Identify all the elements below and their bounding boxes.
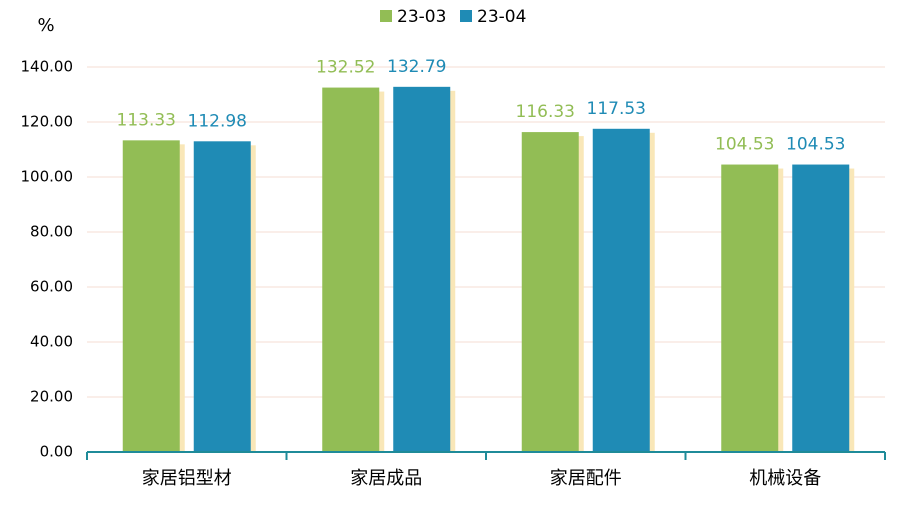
legend-swatch [380, 10, 392, 22]
x-tick-label: 家居成品 [350, 468, 422, 489]
data-label: 104.53 [786, 135, 845, 155]
y-axis-label: % [37, 15, 54, 36]
y-tick-label: 100.00 [21, 168, 74, 186]
data-label: 113.33 [117, 110, 176, 130]
bar [721, 164, 779, 453]
bar [792, 164, 850, 453]
y-tick-label: 120.00 [21, 113, 74, 131]
bar [592, 128, 650, 453]
bar [521, 132, 579, 452]
x-tick-label: 机械设备 [749, 468, 821, 489]
data-label: 104.53 [715, 135, 774, 155]
legend-swatch [460, 10, 472, 22]
data-label: 116.33 [516, 102, 575, 122]
data-label: 132.79 [387, 57, 446, 77]
legend-label: 23-04 [477, 7, 526, 27]
bar [122, 140, 180, 452]
bar [193, 141, 251, 452]
y-tick-label: 80.00 [30, 223, 73, 241]
y-tick-label: 0.00 [40, 443, 73, 461]
y-tick-label: 60.00 [30, 278, 73, 296]
y-tick-label: 20.00 [30, 388, 73, 406]
bar [322, 87, 380, 452]
y-tick-label: 40.00 [30, 333, 73, 351]
x-tick-label: 家居铝型材 [142, 468, 232, 489]
data-label: 132.52 [316, 58, 375, 78]
x-tick-label: 家居配件 [550, 468, 622, 489]
data-label: 117.53 [587, 99, 646, 119]
data-label: 112.98 [188, 111, 247, 131]
y-tick-label: 140.00 [21, 58, 74, 76]
legend-label: 23-03 [397, 7, 446, 27]
bar [393, 86, 451, 452]
